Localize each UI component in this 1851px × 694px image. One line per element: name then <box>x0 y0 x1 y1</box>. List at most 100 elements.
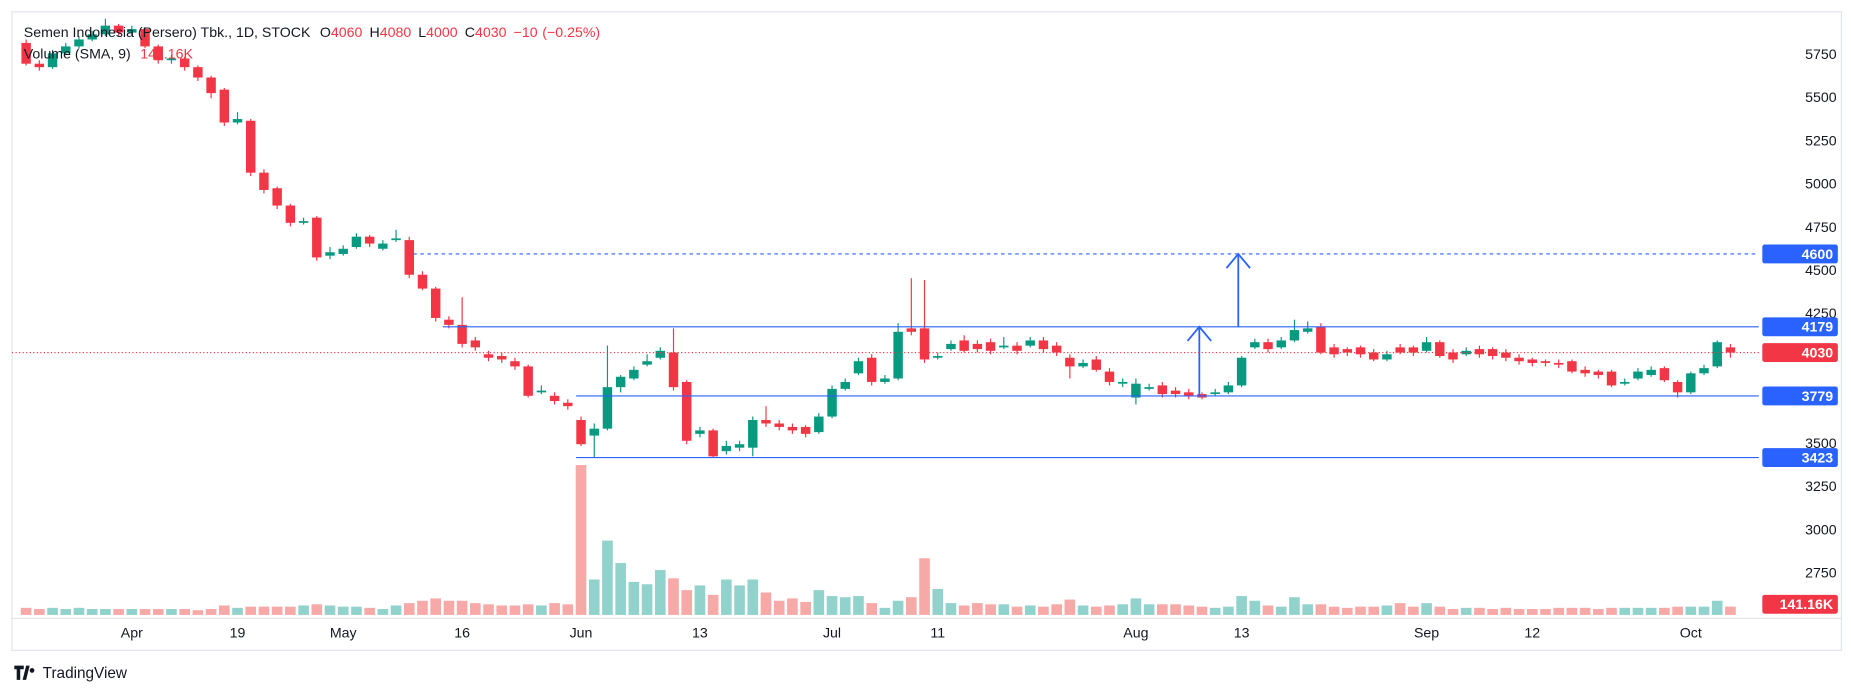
candle-body <box>827 388 837 417</box>
candle-body <box>919 328 930 360</box>
candle-body <box>840 381 850 389</box>
legend-volume-value: 141.16K <box>140 46 193 62</box>
candle-body <box>153 46 163 61</box>
x-tick-label: 16 <box>454 626 470 642</box>
candle-body <box>338 248 348 254</box>
volume-bar <box>1685 606 1697 615</box>
volume-bar <box>1540 609 1551 615</box>
x-tick-label: Sep <box>1414 626 1439 642</box>
volume-bar <box>1157 604 1168 615</box>
volume-bar <box>1711 600 1723 615</box>
candle-body <box>721 445 732 452</box>
volume-bar <box>1566 607 1578 615</box>
volume-bar <box>1593 609 1604 615</box>
legend-change-percent: (−0.25%) <box>542 25 600 41</box>
candle-body <box>1620 381 1630 384</box>
volume-bar <box>470 603 481 615</box>
volume-bar <box>1725 606 1736 615</box>
volume-bar <box>245 606 257 615</box>
candle-body <box>1712 342 1722 367</box>
candle-body <box>430 288 441 318</box>
candle-body <box>748 420 758 448</box>
brand: TradingView <box>14 665 128 682</box>
candle-body <box>615 376 626 388</box>
candle-body <box>1144 387 1154 389</box>
candle-body <box>946 343 956 350</box>
volume-bar <box>1183 605 1195 615</box>
candle-body <box>1659 368 1670 381</box>
volume-bar <box>641 584 653 615</box>
candle-body <box>1117 381 1128 384</box>
volume-bar <box>258 606 270 615</box>
volume-bar <box>351 606 362 615</box>
candle-body <box>1038 340 1049 350</box>
x-tick-label: Oct <box>1680 626 1702 642</box>
candle-body <box>1606 371 1617 386</box>
volume-bar <box>998 604 1010 615</box>
volume-bar <box>562 604 574 615</box>
x-tick-label: Jul <box>823 626 841 642</box>
volume-bar <box>73 607 85 615</box>
x-tick-label: Apr <box>121 626 143 642</box>
candle-body <box>1408 347 1419 353</box>
brand-logo <box>14 665 35 680</box>
candle-body <box>1236 357 1247 386</box>
volume-bar <box>218 605 230 615</box>
volume-label-box <box>1762 594 1838 614</box>
volume-bar <box>483 604 494 615</box>
candle-body <box>1091 359 1102 370</box>
candle-body <box>655 350 666 358</box>
volume-bar <box>668 578 679 615</box>
candle-body <box>1342 349 1353 353</box>
volume-bar <box>311 604 323 615</box>
candle-body <box>1527 359 1537 363</box>
volume-bar <box>1421 603 1432 615</box>
volume-bar <box>549 603 560 615</box>
arrow-head <box>1225 252 1251 269</box>
volume-bar <box>232 607 243 615</box>
candle-body <box>866 357 877 382</box>
candle-body <box>87 34 97 40</box>
volume-bar <box>588 579 600 615</box>
legend-ohlc-value: 4080 <box>380 25 412 41</box>
candle-body <box>312 217 322 258</box>
volume-bar <box>879 607 891 615</box>
candle-body <box>787 426 798 431</box>
candle-body <box>1184 392 1194 396</box>
volume-bar <box>1513 609 1525 615</box>
volume-bar <box>1051 604 1062 615</box>
candle-body <box>1474 349 1485 355</box>
volume-bar <box>945 603 957 615</box>
volume-bar <box>536 605 547 615</box>
y-tick-label: 2750 <box>1805 566 1837 582</box>
volume-bar <box>20 607 32 615</box>
candle-body <box>510 361 520 367</box>
volume-bar <box>443 600 455 615</box>
last-price-box <box>1762 343 1838 362</box>
volume-bar <box>1038 606 1049 615</box>
candle-body <box>483 354 494 358</box>
x-tick-label: Jun <box>570 626 593 642</box>
volume-bar <box>1196 606 1208 615</box>
level-label: 3779 <box>1802 389 1834 405</box>
candle-body <box>351 236 362 248</box>
volume-bar <box>681 590 693 615</box>
x-tick-label: Aug <box>1123 626 1148 642</box>
volume-bar <box>1698 606 1710 615</box>
volume-bar <box>496 605 508 615</box>
legend: Semen Indonesia (Persero) Tbk., 1D, STOC… <box>24 25 600 62</box>
level-label-box <box>1762 448 1838 467</box>
candle-body <box>1223 385 1234 393</box>
volume-bar <box>403 603 415 615</box>
volume-bar <box>324 605 336 615</box>
x-tick-label: 19 <box>230 626 246 642</box>
candle-body <box>1395 347 1405 353</box>
x-tick-label: 11 <box>930 626 945 642</box>
candle-body <box>695 430 705 434</box>
candle-body <box>708 430 718 457</box>
legend-line: Semen Indonesia (Persero) Tbk., 1D, STOC… <box>24 25 600 41</box>
candle-body <box>1672 381 1683 393</box>
candle-body <box>1514 357 1524 362</box>
candle-body <box>285 205 296 223</box>
volume-bar <box>522 604 534 615</box>
